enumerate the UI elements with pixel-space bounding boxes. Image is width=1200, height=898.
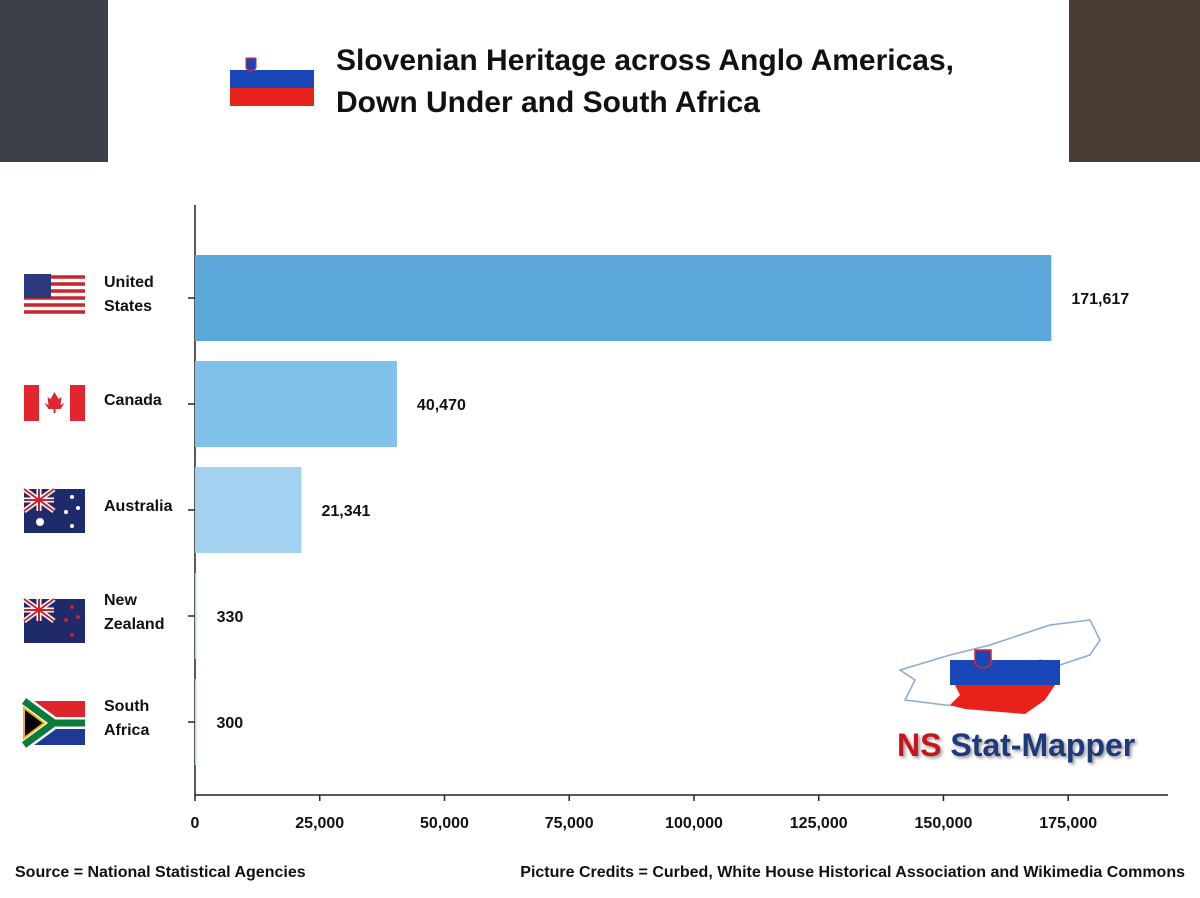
category-label: South Africa	[104, 698, 150, 739]
value-label: 300	[216, 715, 243, 732]
logo-name: Stat-Mapper	[950, 727, 1136, 763]
x-tick-label: 50,000	[420, 815, 469, 832]
value-label: 171,617	[1071, 291, 1129, 308]
category-label: Canada	[104, 392, 162, 409]
flag-australia	[22, 486, 85, 533]
x-tick-label: 175,000	[1039, 815, 1097, 832]
x-tick-label: 150,000	[915, 815, 973, 832]
bar	[195, 361, 397, 447]
logo-prefix: NS	[897, 727, 942, 763]
x-tick-label: 75,000	[545, 815, 594, 832]
bar	[195, 679, 197, 765]
x-tick-label: 25,000	[295, 815, 344, 832]
bar	[195, 255, 1052, 341]
value-label: 21,341	[321, 503, 370, 520]
flag-us	[24, 274, 85, 318]
x-tick-label: 0	[191, 815, 200, 832]
flag-south-africa	[20, 696, 85, 750]
category-label: United States	[104, 274, 154, 315]
photo-right	[1069, 0, 1200, 162]
credits-note: Picture Credits = Curbed, White House Hi…	[520, 864, 1185, 881]
x-tick-label: 100,000	[665, 815, 723, 832]
flag-canada	[24, 385, 85, 421]
category-label: Australia	[104, 498, 173, 515]
photo-left	[0, 0, 108, 162]
x-tick-label: 125,000	[790, 815, 848, 832]
bar	[195, 467, 302, 553]
bar	[195, 573, 197, 659]
source-note: Source = National Statistical Agencies	[15, 864, 306, 881]
value-label: 40,470	[417, 397, 466, 414]
logo: NS Stat-Mapper	[897, 727, 1135, 764]
slovenia-flag	[230, 52, 314, 106]
value-label: 330	[217, 609, 244, 626]
flag-new-zealand	[22, 596, 85, 643]
category-label: New Zealand	[104, 592, 165, 633]
slovenia-map-logo	[898, 619, 1101, 714]
chart-title: Slovenian Heritage across Anglo Americas…	[336, 44, 955, 119]
